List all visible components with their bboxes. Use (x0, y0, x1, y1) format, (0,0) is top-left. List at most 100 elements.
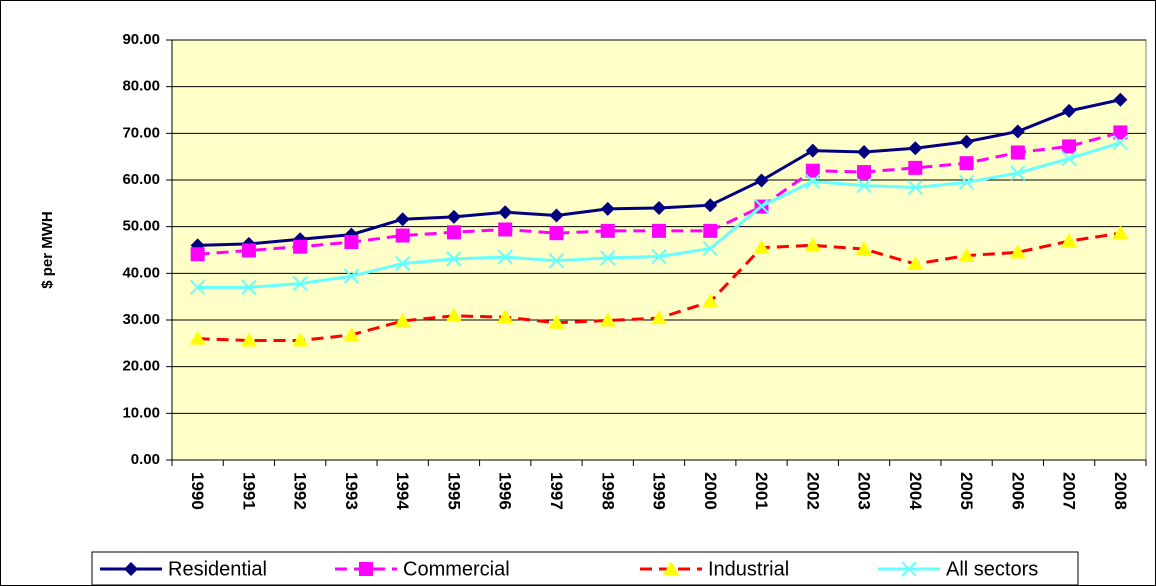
data-point (549, 226, 564, 241)
data-point (548, 314, 565, 329)
data-point (343, 326, 360, 341)
data-point (190, 247, 205, 262)
data-point (1113, 92, 1128, 107)
data-point (292, 332, 309, 347)
data-point (651, 248, 667, 265)
y-tick-label: 30.00 (122, 311, 160, 328)
data-point (1062, 103, 1077, 118)
x-tick-label: 2003 (855, 472, 874, 510)
x-tick-label: 1997 (547, 472, 566, 510)
x-tick-label: 1991 (239, 472, 258, 510)
x-tick-label: 2004 (906, 472, 925, 510)
data-point (652, 223, 666, 238)
data-point (908, 160, 923, 175)
data-point (548, 253, 565, 269)
data-point (549, 208, 564, 223)
data-point (1113, 125, 1128, 140)
x-tick-label: 2007 (1060, 472, 1079, 510)
y-tick-label: 80.00 (122, 78, 160, 95)
plot-area (171, 39, 1147, 461)
data-point (1062, 139, 1077, 154)
y-tick-label: 40.00 (122, 264, 160, 281)
x-tick-label: 1999 (650, 472, 669, 510)
data-point (1009, 244, 1026, 259)
data-point (754, 173, 769, 188)
data-point (1061, 150, 1077, 167)
x-tick-label: 1993 (342, 472, 361, 510)
data-point (395, 228, 410, 243)
data-point (445, 307, 462, 322)
data-point (703, 198, 718, 213)
data-point (907, 179, 924, 196)
data-point (1010, 165, 1026, 181)
data-point (805, 173, 821, 190)
data-point (805, 163, 820, 178)
data-point (241, 279, 257, 296)
data-point (446, 209, 461, 224)
x-tick-label: 2006 (1008, 472, 1027, 510)
data-point (446, 225, 461, 240)
data-point (189, 279, 206, 296)
data-point (241, 243, 256, 258)
data-point (1112, 134, 1129, 151)
data-point (498, 205, 513, 220)
x-tick-label: 2001 (752, 472, 771, 510)
data-point (652, 201, 666, 215)
data-point (959, 134, 974, 149)
data-point (753, 198, 770, 214)
x-tick-label: 2000 (701, 472, 720, 510)
data-point (857, 165, 872, 180)
y-tick-label: 60.00 (122, 171, 160, 188)
data-point (497, 249, 513, 265)
data-point (446, 251, 462, 267)
data-point (344, 235, 359, 250)
data-point (240, 332, 257, 347)
data-point (498, 222, 513, 237)
x-tick-label: 2002 (803, 472, 822, 510)
data-point (1061, 233, 1078, 248)
data-point (497, 309, 514, 324)
x-tick-label: 1992 (291, 472, 310, 510)
x-tick-label: 1995 (444, 472, 463, 510)
data-point (1112, 225, 1129, 240)
legend-marker (359, 562, 373, 576)
data-point (959, 156, 974, 171)
data-point (395, 212, 410, 227)
data-point (651, 310, 667, 325)
data-point (292, 275, 308, 292)
data-point (600, 201, 615, 216)
y-axis-title: $ per MWH (39, 211, 56, 289)
data-point (958, 247, 975, 262)
data-point (1010, 124, 1025, 139)
legend-marker (124, 562, 138, 576)
data-point (908, 141, 923, 156)
data-point (293, 239, 308, 254)
legend-label: All sectors (946, 558, 1038, 580)
data-point (394, 312, 411, 327)
data-point (804, 237, 821, 252)
x-tick-label: 2008 (1111, 472, 1130, 510)
data-point (600, 250, 616, 266)
data-point (907, 256, 924, 270)
y-tick-label: 90.00 (122, 31, 160, 48)
data-point (599, 312, 616, 327)
data-point (343, 268, 360, 284)
data-point (1010, 145, 1025, 160)
data-point (958, 174, 975, 191)
y-tick-label: 10.00 (122, 404, 160, 421)
data-point (600, 223, 615, 238)
x-tick-label: 1990 (188, 472, 207, 510)
data-point (703, 223, 718, 238)
data-point (857, 145, 872, 159)
data-point (856, 241, 873, 256)
y-tick-label: 0.00 (131, 451, 160, 468)
x-tick-label: 2005 (957, 472, 976, 510)
data-point (805, 143, 820, 158)
legend-marker (663, 561, 679, 575)
data-point (702, 240, 718, 257)
data-point (189, 330, 206, 345)
data-point (856, 177, 872, 194)
legend-label: Industrial (708, 558, 789, 580)
legend-label: Commercial (403, 558, 510, 580)
